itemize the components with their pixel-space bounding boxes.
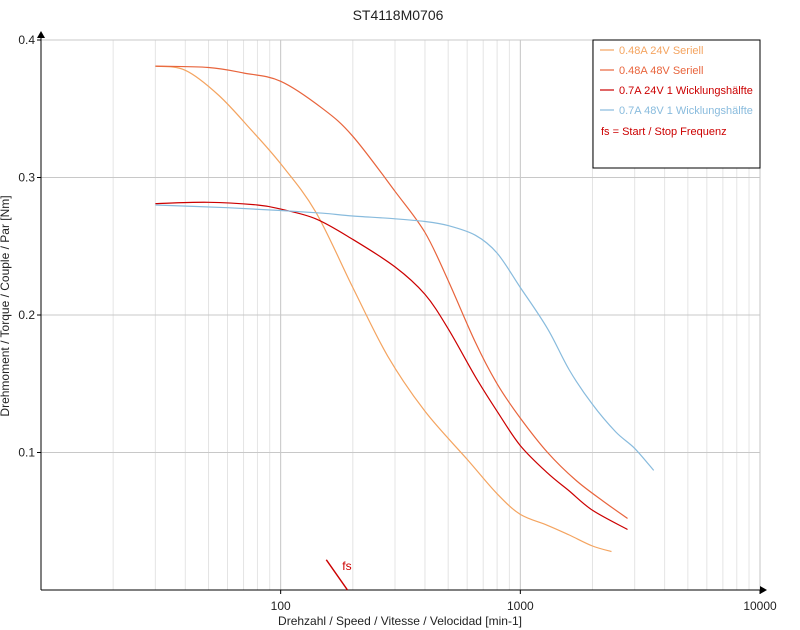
y-axis-arrow [37,31,45,38]
y-tick-label: 0.3 [18,171,35,185]
legend-entries: 0.48A 24V Seriell 0.48A 48V Seriell 0.7A 2… [600,45,753,138]
legend: 0.48A 24V Seriell 0.48A 48V Seriell 0.7A 2… [592,39,761,169]
series-lines [155,65,655,553]
x-tick-label: 100 [271,599,291,613]
x-axis-label: Drehzahl / Speed / Vitesse / Velocidad [… [278,614,522,628]
fs-marker-line [325,559,349,591]
legend-entry-label: 0.48A 48V Seriell [619,65,703,77]
legend-entry-label: 0.7A 24V 1 Wicklungshälfte [619,85,753,97]
series-048a-48v-seriell [155,65,628,519]
legend-entry-label: 0.7A 48V 1 Wicklungshälfte [619,105,753,117]
y-tick-label: 0.1 [18,446,35,460]
legend-entry-label: 0.48A 24V Seriell [619,45,703,57]
x-axis-arrow [760,586,767,594]
y-tick-label: 0.4 [18,33,35,47]
grid [41,39,761,590]
y-tick-label: 0.2 [18,308,35,322]
annotations: fs [325,559,352,591]
x-tick-label: 1000 [507,599,534,613]
series-048a-24v-seriell [155,65,612,553]
x-tick-label: 10000 [743,599,777,613]
legend-box [592,39,761,169]
fs-label: fs [342,559,351,573]
y-axis-label: Drehmoment / Torque / Couple / Par [Nm] [0,195,12,416]
chart-title: ST4118M0706 [353,7,444,23]
axes: 100 1000 10000 0.1 0.2 0.3 0.4 [18,31,777,613]
series-07a-48v-wicklung [155,204,655,471]
legend-fs-note: fs = Start / Stop Frequenz [601,126,727,138]
series-07a-24v-wicklung [155,201,628,531]
